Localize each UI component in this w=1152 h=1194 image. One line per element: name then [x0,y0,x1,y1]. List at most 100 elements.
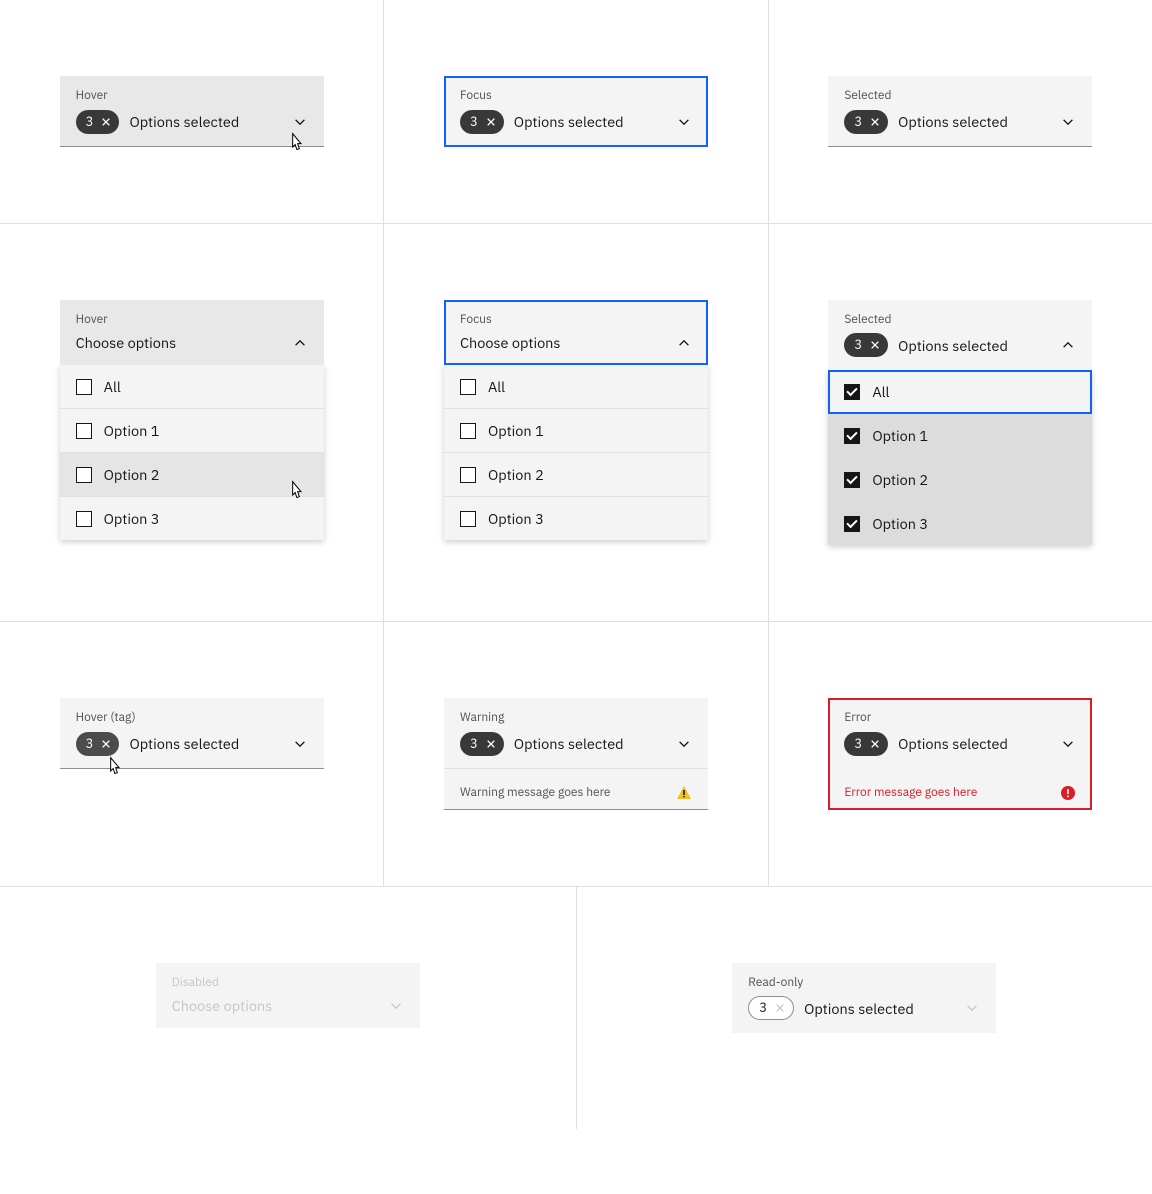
chevron-down-icon[interactable] [1060,114,1076,130]
selection-tag[interactable]: 3 [844,732,888,756]
multiselect-header[interactable]: Hover Choose options [60,300,324,366]
field-text: Options selected [514,734,666,753]
cell-open-hover: Hover Choose options All Option 1 [0,224,384,622]
menu-item-option-1[interactable]: Option 1 [60,409,324,453]
state-label: Focus [444,300,708,328]
state-label: Hover (tag) [60,698,324,726]
close-icon[interactable] [868,737,882,751]
selection-tag[interactable]: 3 [844,110,888,134]
menu-item-all[interactable]: All [60,365,324,409]
menu-item-label: All [872,382,889,401]
menu-item-label: Option 3 [104,509,160,528]
checkbox[interactable] [76,467,92,483]
multiselect-field[interactable]: 3 Options selected [60,726,324,768]
multiselect-field[interactable]: Choose options [444,327,708,364]
dropdown-menu: All Option 1 Option 2 Option 3 [828,370,1092,545]
chevron-down-icon[interactable] [676,736,692,752]
multiselect-readonly: Read-only 3 Options selected [732,963,996,1034]
menu-item-option-3[interactable]: Option 3 [444,497,708,540]
menu-item-label: All [104,377,121,396]
multiselect-field[interactable]: 3 Options selected [60,104,324,146]
selection-tag[interactable]: 3 [460,110,504,134]
checkbox-checked[interactable] [844,428,860,444]
selection-tag: 3 [748,996,794,1020]
multiselect-hover-tag[interactable]: Hover (tag) 3 Options selected [60,698,324,769]
menu-item-option-2[interactable]: Option 2 [828,458,1092,502]
menu-item-option-3[interactable]: Option 3 [828,502,1092,545]
menu-item-all[interactable]: All [828,370,1092,414]
checkbox[interactable] [76,379,92,395]
helper-text-error: Error message goes here [828,768,1092,809]
state-label: Hover [60,300,324,328]
multiselect-error[interactable]: Error 3 Options selected Error message g… [828,698,1092,810]
multiselect-field[interactable]: Choose options [60,327,324,364]
menu-item-label: All [488,377,505,396]
tag-count: 3 [759,999,767,1017]
checkbox[interactable] [76,511,92,527]
checkbox[interactable] [460,423,476,439]
menu-item-option-3[interactable]: Option 3 [60,497,324,540]
chevron-down-icon [964,1000,980,1016]
chevron-down-icon[interactable] [292,736,308,752]
state-label: Disabled [156,963,420,991]
close-icon[interactable] [99,737,113,751]
multiselect-open-selected: Selected 3 Options selected [828,300,1092,546]
chevron-down-icon[interactable] [1060,736,1076,752]
multiselect-field[interactable]: 3 Options selected [828,726,1092,768]
chevron-down-icon[interactable] [292,114,308,130]
multiselect-header[interactable]: Selected 3 Options selected [828,300,1092,371]
field-text: Choose options [460,333,666,352]
multiselect-focus[interactable]: Focus 3 Options selected [444,76,708,147]
multiselect-field: 3 Options selected [732,990,996,1032]
multiselect-warning[interactable]: Warning 3 Options selected Warning messa… [444,698,708,810]
chevron-down-icon[interactable] [676,114,692,130]
menu-item-label: Option 2 [488,465,544,484]
multiselect-field[interactable]: 3 Options selected [444,104,708,146]
menu-item-option-1[interactable]: Option 1 [444,409,708,453]
menu-item-all[interactable]: All [444,365,708,409]
error-message: Error message goes here [844,785,977,800]
field-text: Options selected [804,999,954,1018]
selection-tag[interactable]: 3 [76,732,120,756]
menu-item-option-2[interactable]: Option 2 [60,453,324,497]
menu-item-option-2[interactable]: Option 2 [444,453,708,497]
menu-item-label: Option 3 [872,514,928,533]
field-text: Options selected [898,336,1050,355]
field-text: Options selected [898,734,1050,753]
selection-tag[interactable]: 3 [460,732,504,756]
warning-icon [676,785,692,801]
selection-tag[interactable]: 3 [844,333,888,357]
cell-warning: Warning 3 Options selected Warning messa… [384,622,768,886]
tag-count: 3 [86,735,94,753]
cell-open-focus: Focus Choose options All Option 1 [384,224,768,622]
cell-hover-tag: Hover (tag) 3 Options selected [0,622,384,886]
checkbox-checked[interactable] [844,516,860,532]
multiselect-header[interactable]: Focus Choose options [444,300,708,366]
multiselect-field[interactable]: 3 Options selected [444,726,708,768]
selection-tag[interactable]: 3 [76,110,120,134]
checkbox[interactable] [460,467,476,483]
cell-disabled: Disabled Choose options [0,887,577,1130]
multiselect-hover[interactable]: Hover 3 Options selected [60,76,324,147]
state-label: Error [828,698,1092,726]
multiselect-field[interactable]: 3 Options selected [828,327,1092,369]
checkbox[interactable] [460,511,476,527]
close-icon[interactable] [868,115,882,129]
close-icon[interactable] [868,338,882,352]
multiselect-field[interactable]: 3 Options selected [828,104,1092,146]
row-closed-states: Hover 3 Options selected Focus [0,0,1152,224]
chevron-up-icon[interactable] [292,335,308,351]
checkbox-checked[interactable] [844,472,860,488]
checkbox-checked[interactable] [844,384,860,400]
chevron-up-icon[interactable] [676,335,692,351]
checkbox[interactable] [76,423,92,439]
chevron-up-icon[interactable] [1060,337,1076,353]
dropdown-menu: All Option 1 Option 2 Option 3 [60,365,324,540]
close-icon[interactable] [484,737,498,751]
checkbox[interactable] [460,379,476,395]
close-icon[interactable] [484,115,498,129]
menu-item-option-1[interactable]: Option 1 [828,414,1092,458]
multiselect-selected[interactable]: Selected 3 Options selected [828,76,1092,147]
tag-count: 3 [470,113,478,131]
close-icon[interactable] [99,115,113,129]
